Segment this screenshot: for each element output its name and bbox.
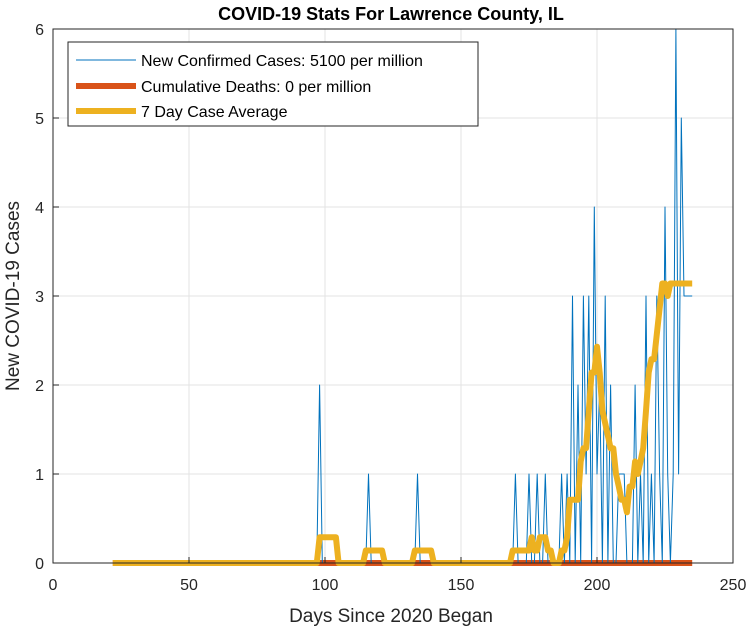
y-tick-label: 0 xyxy=(35,556,44,573)
x-tick-label: 100 xyxy=(312,577,339,594)
x-tick-label: 50 xyxy=(180,577,198,594)
legend-label-7day-average: 7 Day Case Average xyxy=(141,104,288,121)
x-tick-label: 0 xyxy=(49,577,58,594)
legend: New Confirmed Cases: 5100 per million Cu… xyxy=(67,41,479,127)
y-tick-label: 4 xyxy=(35,200,44,217)
y-tick-label: 5 xyxy=(35,111,44,128)
legend-label-new-cases: New Confirmed Cases: 5100 per million xyxy=(141,53,423,70)
y-axis-ticks: 0 1 2 3 4 5 6 xyxy=(35,22,59,573)
x-tick-label: 200 xyxy=(584,577,611,594)
y-tick-label: 2 xyxy=(35,378,44,395)
x-tick-label: 250 xyxy=(720,577,747,594)
y-tick-label: 3 xyxy=(35,289,44,306)
y-tick-label: 6 xyxy=(35,22,44,39)
chart-title: COVID-19 Stats For Lawrence County, IL xyxy=(218,4,564,24)
x-axis-label: Days Since 2020 Began xyxy=(289,606,493,627)
legend-label-deaths: Cumulative Deaths: 0 per million xyxy=(141,79,371,96)
x-axis-ticks: 0 50 100 150 200 250 xyxy=(49,557,747,594)
legend-box xyxy=(67,41,479,127)
y-tick-label: 1 xyxy=(35,467,44,484)
x-tick-label: 150 xyxy=(448,577,475,594)
y-axis-label: New COVID-19 Cases xyxy=(3,201,24,391)
